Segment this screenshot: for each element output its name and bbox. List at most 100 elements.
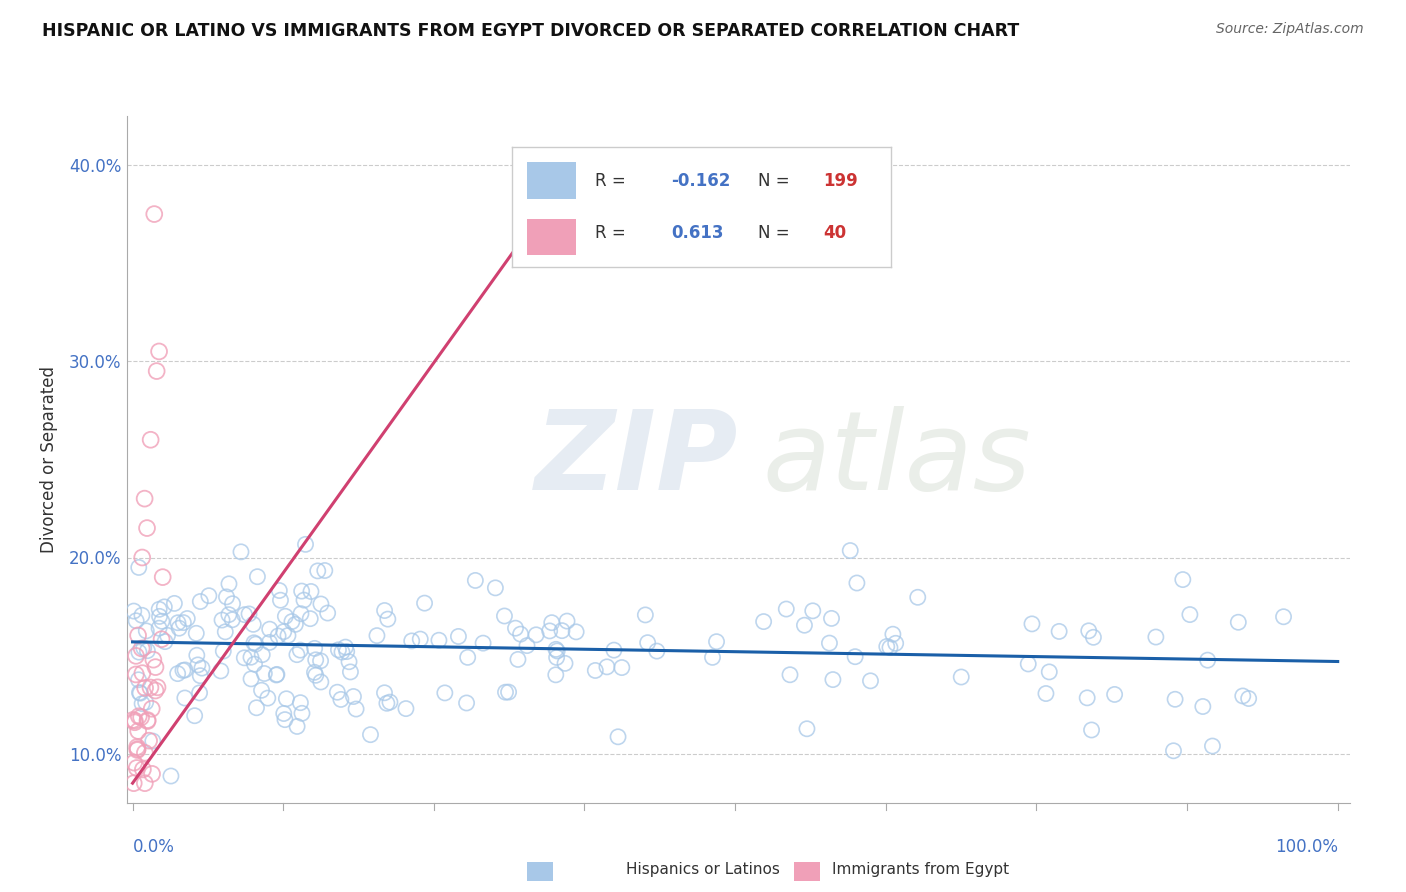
- Point: [879, 640, 901, 655]
- Point: [290, 607, 312, 621]
- Point: [456, 696, 478, 710]
- Point: [702, 650, 724, 665]
- Point: [266, 668, 288, 682]
- Point: [378, 695, 401, 709]
- Point: [273, 624, 295, 639]
- Point: [907, 591, 929, 605]
- Point: [329, 692, 352, 706]
- Point: [1227, 615, 1250, 630]
- Point: [259, 622, 281, 636]
- Point: [173, 691, 195, 706]
- Point: [796, 722, 818, 736]
- Point: [221, 597, 243, 611]
- Point: [821, 673, 844, 687]
- Point: [233, 650, 256, 665]
- Point: [240, 672, 263, 686]
- Point: [132, 763, 155, 777]
- Point: [245, 700, 267, 714]
- Point: [134, 491, 156, 506]
- Point: [127, 628, 149, 642]
- Point: [218, 577, 240, 591]
- Point: [124, 714, 146, 728]
- Point: [128, 673, 150, 687]
- Point: [554, 657, 576, 671]
- Point: [305, 668, 328, 682]
- Point: [285, 719, 308, 733]
- Point: [163, 596, 186, 610]
- Point: [844, 649, 866, 664]
- Point: [395, 701, 418, 715]
- Point: [131, 666, 153, 681]
- Point: [269, 593, 291, 607]
- Point: [121, 713, 143, 727]
- Point: [457, 650, 479, 665]
- Point: [565, 624, 588, 639]
- Point: [583, 664, 606, 678]
- Point: [188, 594, 211, 608]
- Point: [706, 634, 728, 648]
- Point: [167, 621, 190, 635]
- Point: [131, 641, 153, 656]
- Point: [211, 613, 233, 627]
- Point: [141, 702, 163, 716]
- Text: Immigrants from Egypt: Immigrants from Egypt: [832, 863, 1010, 877]
- Point: [281, 615, 304, 629]
- Point: [506, 652, 529, 666]
- Point: [294, 537, 316, 551]
- Point: [344, 702, 367, 716]
- Point: [214, 624, 236, 639]
- Point: [160, 769, 183, 783]
- Point: [291, 584, 314, 599]
- Point: [131, 550, 153, 565]
- Point: [1144, 630, 1167, 644]
- Point: [153, 599, 176, 614]
- Point: [274, 609, 297, 624]
- Point: [122, 604, 145, 618]
- Point: [221, 613, 243, 627]
- Point: [1104, 688, 1126, 702]
- Point: [127, 742, 149, 756]
- Text: 199: 199: [823, 171, 858, 189]
- Point: [136, 714, 159, 728]
- Point: [882, 627, 904, 641]
- Point: [138, 733, 160, 747]
- Point: [752, 615, 775, 629]
- Point: [187, 657, 209, 672]
- Point: [413, 596, 436, 610]
- Point: [538, 624, 561, 638]
- Point: [603, 643, 626, 657]
- Point: [1197, 653, 1219, 667]
- Point: [125, 761, 148, 775]
- Point: [645, 644, 668, 658]
- Point: [409, 632, 432, 646]
- Point: [1035, 687, 1057, 701]
- Point: [366, 629, 388, 643]
- Point: [156, 628, 179, 642]
- Point: [132, 640, 155, 655]
- Point: [183, 708, 205, 723]
- Point: [1171, 573, 1194, 587]
- Point: [1163, 744, 1185, 758]
- Point: [304, 641, 326, 656]
- Point: [326, 685, 349, 699]
- Point: [290, 696, 312, 710]
- Point: [269, 583, 291, 598]
- Point: [1017, 657, 1039, 671]
- Point: [142, 653, 165, 667]
- Text: R =: R =: [595, 225, 631, 243]
- Point: [127, 739, 149, 754]
- Point: [139, 681, 162, 695]
- Point: [127, 723, 149, 738]
- Point: [1191, 699, 1213, 714]
- Point: [1201, 739, 1223, 753]
- Point: [342, 690, 364, 704]
- Point: [335, 640, 357, 654]
- Point: [176, 611, 198, 625]
- Text: N =: N =: [758, 171, 796, 189]
- Point: [167, 615, 190, 630]
- Point: [259, 635, 281, 649]
- Point: [544, 668, 567, 682]
- Point: [253, 666, 276, 681]
- Y-axis label: Divorced or Separated: Divorced or Separated: [39, 366, 58, 553]
- Point: [145, 660, 167, 674]
